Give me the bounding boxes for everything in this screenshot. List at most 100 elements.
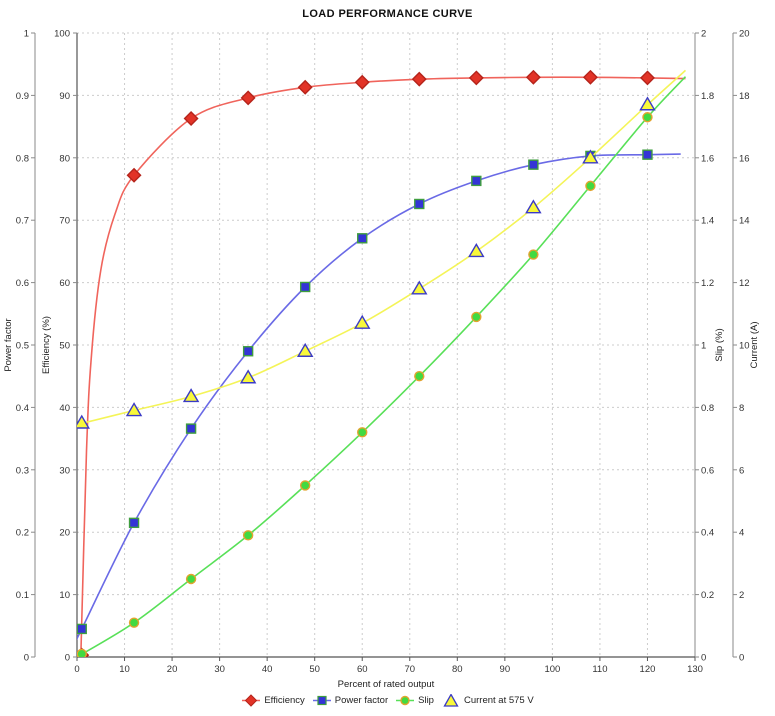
- slip-marker: [77, 648, 87, 657]
- y-tick-label: 80: [59, 153, 70, 164]
- series-line: [80, 76, 686, 657]
- y-tick-label: 0.4: [16, 403, 29, 414]
- efficiency-diamond-icon: [242, 694, 261, 707]
- current-triangle-icon: [443, 694, 459, 707]
- slip-marker: [414, 371, 425, 382]
- series-line: [77, 76, 687, 657]
- power-factor-marker: [528, 159, 539, 170]
- y-tick-label: 0.2: [701, 590, 714, 601]
- y-tick-label: 0.2: [16, 528, 29, 539]
- y-tick-label: 90: [59, 91, 70, 102]
- y-tick-label: 16: [739, 153, 750, 164]
- y-tick-label: 10: [739, 341, 750, 352]
- power-factor-marker: [242, 346, 254, 357]
- x-tick-label: 60: [357, 664, 368, 675]
- y-tick-label: 50: [59, 341, 70, 352]
- slip-marker: [185, 573, 197, 585]
- y-tick-label: 2: [739, 590, 744, 601]
- power-factor-marker: [299, 281, 311, 293]
- current-at-575-v-marker: [239, 369, 257, 384]
- x-axis-title: Percent of rated output: [338, 679, 435, 690]
- y-tick-label: 0.3: [16, 465, 29, 476]
- y-tick-label: 10: [59, 590, 70, 601]
- legend-item-current: Current at 575 V: [441, 694, 534, 707]
- legend-label: Power factor: [334, 695, 389, 706]
- slip-marker: [471, 311, 482, 323]
- slip-marker: [299, 480, 311, 491]
- series-power-factor: [77, 149, 681, 641]
- y-tick-label: 60: [59, 278, 70, 289]
- y-tick-label: 0.6: [701, 465, 714, 476]
- efficiency-marker: [297, 79, 313, 95]
- y-tick-label: 70: [59, 216, 70, 227]
- y-tick-label: 0: [24, 653, 29, 664]
- y-tick-label: 0.7: [16, 216, 29, 227]
- series-slip: [77, 76, 687, 657]
- y-tick-label: 0: [739, 653, 744, 664]
- efficiency-marker: [126, 167, 142, 183]
- y-tick-label: 14: [739, 216, 750, 227]
- slip-marker: [528, 249, 539, 260]
- x-tick-label: 0: [74, 664, 79, 675]
- x-tick-label: 10: [119, 664, 130, 675]
- chart-title: LOAD PERFORMANCE CURVE: [302, 8, 473, 20]
- x-tick-label: 90: [500, 664, 511, 675]
- y-tick-label: 6: [739, 465, 744, 476]
- slip-marker: [242, 530, 254, 541]
- slip-marker: [128, 617, 140, 628]
- y-tick-label: 40: [59, 403, 70, 414]
- efficiency-marker: [354, 74, 370, 90]
- y-tick-label: 8: [739, 403, 744, 414]
- current-at-575-v-marker: [411, 280, 428, 295]
- y-tick-label: 30: [59, 465, 70, 476]
- x-tick-label: 50: [309, 664, 320, 675]
- legend-label: Current at 575 V: [463, 695, 534, 706]
- slip-circle-icon: [396, 695, 415, 706]
- power-factor-marker: [414, 198, 425, 210]
- series-current-at-575-v: [77, 69, 687, 429]
- efficiency-marker: [639, 70, 655, 86]
- y-tick-label: 18: [739, 91, 750, 102]
- axis-title-power-factor: Power factor: [3, 318, 14, 371]
- current-at-575-v-marker: [639, 96, 656, 111]
- y-tick-label: 1.4: [701, 216, 714, 227]
- x-tick-label: 20: [167, 664, 178, 675]
- power-factor-marker: [185, 423, 197, 434]
- y-tick-label: 0.8: [16, 153, 29, 164]
- x-tick-label: 120: [640, 664, 656, 675]
- y-tick-label: 0.8: [701, 403, 714, 414]
- power-factor-marker: [471, 175, 482, 187]
- efficiency-marker: [183, 110, 199, 126]
- chart-legend: Efficiency Power factor Slip Current at …: [0, 694, 775, 707]
- axis-title-slip: Slip (%): [714, 328, 725, 361]
- y-tick-label: 0: [65, 653, 70, 664]
- y-tick-label: 0.1: [16, 590, 29, 601]
- y-tick-label: 0.6: [16, 278, 29, 289]
- y-tick-label: 20: [739, 29, 750, 40]
- current-at-575-v-marker: [468, 243, 485, 258]
- x-tick-label: 70: [404, 664, 415, 675]
- power-factor-marker: [128, 517, 140, 529]
- legend-label: Efficiency: [264, 695, 305, 706]
- y-tick-label: 0.5: [16, 341, 29, 352]
- current-at-575-v-marker: [182, 388, 200, 403]
- x-tick-label: 130: [687, 664, 703, 675]
- x-tick-label: 40: [262, 664, 273, 675]
- chart-generated-layer: 0 10 20 30 40 50 60 70 80 90 100 110 120 13000.10.20.…: [16, 29, 750, 676]
- slip-marker: [357, 427, 368, 438]
- y-tick-label: 20: [59, 528, 70, 539]
- series-line: [77, 153, 681, 641]
- power-factor-marker: [357, 233, 368, 244]
- current-at-575-v-marker: [125, 402, 143, 417]
- y-tick-label: 100: [54, 29, 70, 40]
- y-tick-label: 1.6: [701, 153, 714, 164]
- current-at-575-v-marker: [582, 149, 599, 164]
- legend-item-slip: Slip: [395, 694, 434, 707]
- x-tick-label: 30: [214, 664, 225, 675]
- series-line: [77, 69, 687, 426]
- x-tick-label: 100: [544, 664, 560, 675]
- y-tick-label: 12: [739, 278, 750, 289]
- y-tick-label: 4: [739, 528, 744, 539]
